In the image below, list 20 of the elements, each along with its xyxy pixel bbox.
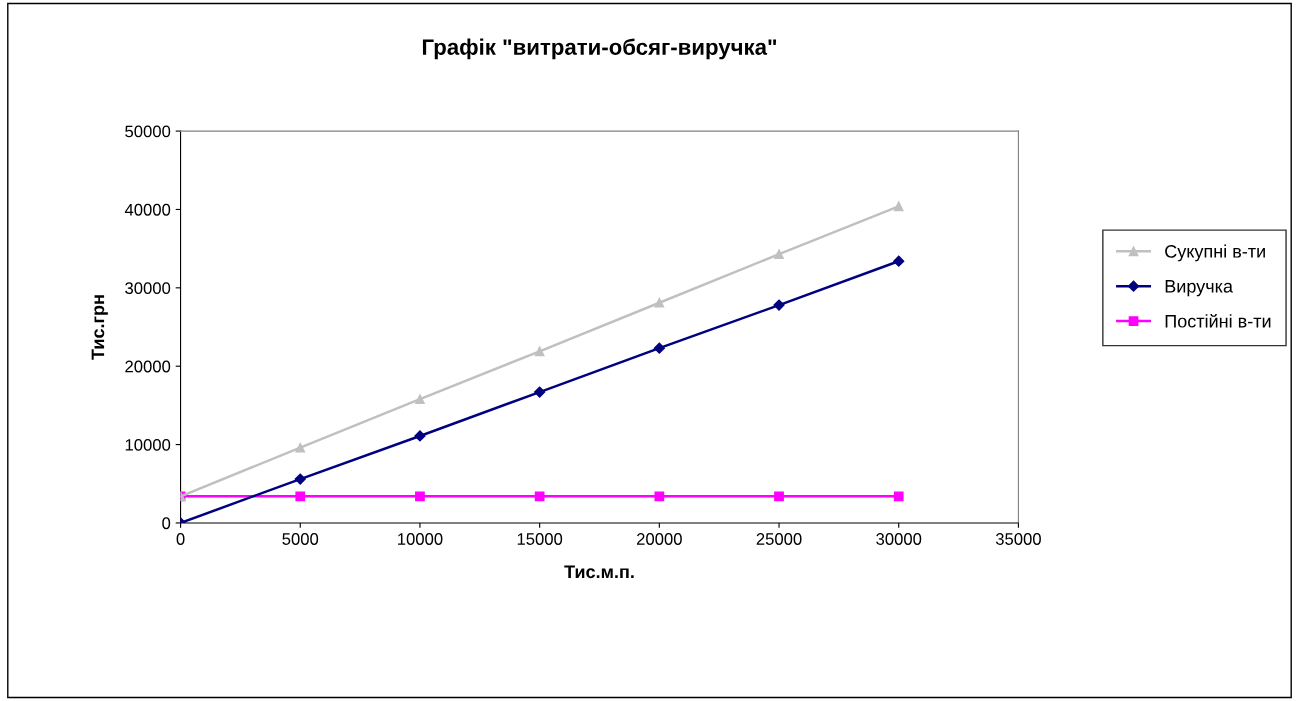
y-axis-title: Тис.грн bbox=[91, 295, 108, 360]
x-tick-label: 5000 bbox=[282, 533, 319, 545]
x-tick-label: 35000 bbox=[995, 533, 1041, 545]
legend-label: Постійні в-ти bbox=[1165, 313, 1271, 328]
x-tick-label: 15000 bbox=[517, 533, 563, 545]
x-tick-label: 25000 bbox=[756, 533, 802, 545]
x-axis-title: Тис.м.п. bbox=[564, 565, 634, 579]
y-tick-label: 0 bbox=[162, 517, 171, 530]
y-tick-label: 10000 bbox=[125, 438, 171, 451]
x-tick-label: 10000 bbox=[398, 533, 443, 545]
y-tick-label: 20000 bbox=[125, 360, 171, 373]
x-tick-label: 20000 bbox=[637, 533, 682, 545]
chart-title: Графік "витрати-обсяг-виручка" bbox=[422, 38, 777, 60]
x-tick-label: 30000 bbox=[876, 533, 922, 545]
y-tick-label: 30000 bbox=[125, 282, 171, 295]
x-tick-label: 0 bbox=[176, 533, 185, 545]
legend-label: Сукупні в-ти bbox=[1165, 244, 1265, 262]
y-tick-label: 50000 bbox=[125, 125, 171, 138]
legend-label: Виручка bbox=[1165, 280, 1233, 297]
y-tick-label: 40000 bbox=[124, 203, 171, 216]
